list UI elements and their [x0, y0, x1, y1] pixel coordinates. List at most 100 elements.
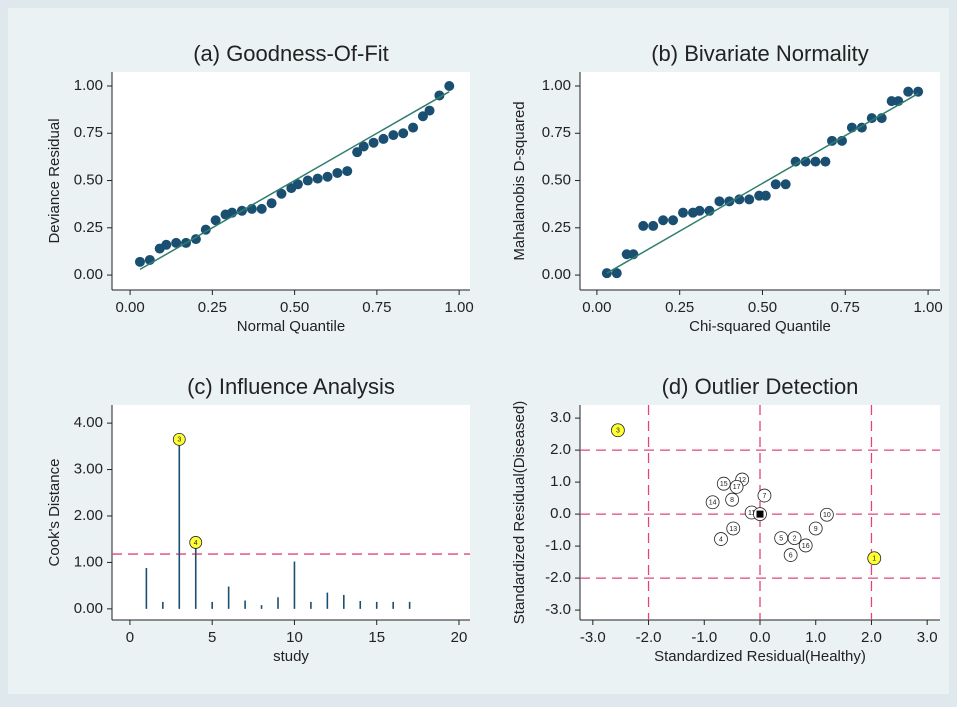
- x-tick-label: 20: [451, 629, 468, 646]
- point-label: 5: [779, 535, 783, 542]
- point: [171, 237, 182, 248]
- spike-label: 4: [194, 540, 198, 547]
- x-tick-label: 5: [208, 629, 216, 646]
- point: [668, 215, 679, 226]
- point: [611, 268, 622, 279]
- point: [378, 133, 389, 144]
- point-label: 3: [616, 428, 620, 435]
- point-label: 2: [793, 535, 797, 542]
- point-label: 7: [763, 493, 767, 500]
- x-tick-label: 0.00: [582, 299, 611, 316]
- x-tick-label: 0.25: [198, 299, 227, 316]
- point: [726, 521, 741, 536]
- y-tick-label: 0.00: [74, 600, 103, 617]
- point: [714, 196, 725, 207]
- chart-title: (c) Influence Analysis: [187, 374, 395, 399]
- point: [783, 548, 798, 562]
- point: [161, 239, 172, 250]
- y-tick-label: 1.00: [74, 77, 103, 94]
- x-tick-label: 1.00: [913, 299, 942, 316]
- point: [757, 488, 772, 503]
- y-axis-label: Mahalanobis D-squared: [511, 101, 528, 260]
- point: [342, 166, 353, 177]
- fit-line: [606, 92, 919, 274]
- y-tick-label: 0.25: [74, 219, 103, 236]
- point: [808, 521, 823, 536]
- x-tick-label: 0.25: [665, 299, 694, 316]
- x-axis-label: Chi-squared Quantile: [689, 318, 831, 335]
- point-label: 4: [719, 536, 723, 543]
- point-label: 14: [709, 500, 717, 507]
- point: [312, 173, 323, 184]
- y-tick-label: -3.0: [545, 601, 571, 618]
- point: [358, 141, 369, 152]
- x-tick-label: 0.50: [748, 299, 777, 316]
- point: [658, 215, 669, 226]
- x-tick-label: 2.0: [861, 629, 882, 646]
- chart-title: (b) Bivariate Normality: [651, 41, 869, 66]
- y-tick-label: 0.00: [74, 266, 103, 283]
- x-tick-label: 1.0: [805, 629, 826, 646]
- y-tick-label: 3.0: [550, 409, 571, 426]
- x-tick-label: 0.00: [115, 299, 144, 316]
- y-tick-label: 3.00: [74, 461, 103, 478]
- point-label: 11: [748, 510, 755, 517]
- point: [352, 147, 363, 158]
- point: [729, 480, 744, 494]
- point: [694, 205, 705, 216]
- point: [780, 179, 791, 190]
- plot-area: [112, 405, 470, 620]
- y-tick-label: 4.00: [74, 414, 103, 431]
- x-tick-label: 15: [368, 629, 385, 646]
- point: [322, 171, 333, 182]
- point-label: 1: [872, 556, 876, 563]
- y-tick-label: 0.50: [542, 171, 571, 188]
- point-label: 17: [733, 484, 741, 491]
- point: [867, 551, 882, 566]
- point-label: 13: [729, 526, 737, 533]
- x-tick-label: 0: [126, 629, 134, 646]
- point: [790, 156, 801, 167]
- x-tick-label: 1.00: [445, 299, 474, 316]
- point-label: 6: [789, 552, 793, 559]
- point: [408, 122, 419, 133]
- y-tick-label: 0.0: [550, 505, 571, 522]
- point: [134, 256, 145, 267]
- x-tick-label: 0.50: [280, 299, 309, 316]
- point: [398, 128, 409, 139]
- y-tick-label: 0.50: [74, 171, 103, 188]
- x-tick-label: 10: [286, 629, 303, 646]
- y-tick-label: 1.0: [550, 473, 571, 490]
- point: [705, 495, 720, 510]
- point: [648, 220, 659, 231]
- point: [827, 135, 838, 146]
- y-tick-label: 2.00: [74, 507, 103, 524]
- x-tick-label: 0.0: [750, 629, 771, 646]
- point-label: 8: [730, 497, 734, 504]
- y-tick-label: 2.0: [550, 441, 571, 458]
- point-label: 15: [720, 481, 728, 488]
- x-tick-label: 3.0: [917, 629, 938, 646]
- point: [725, 492, 740, 507]
- point: [810, 156, 821, 167]
- point: [417, 111, 428, 122]
- y-tick-label: 1.00: [74, 553, 103, 570]
- point: [266, 198, 277, 209]
- point: [744, 194, 755, 205]
- point: [714, 532, 728, 546]
- point: [770, 179, 781, 190]
- point: [820, 156, 831, 167]
- point-label: 9: [814, 526, 818, 533]
- x-tick-label: -3.0: [580, 629, 606, 646]
- y-tick-label: 0.75: [542, 124, 571, 141]
- point: [610, 423, 625, 438]
- point: [368, 137, 379, 148]
- x-tick-label: -2.0: [636, 629, 662, 646]
- y-tick-label: 0.75: [74, 124, 103, 141]
- point-label: 10: [823, 512, 831, 519]
- x-axis-label: study: [273, 648, 309, 665]
- point: [444, 80, 455, 91]
- point: [302, 175, 313, 186]
- point: [677, 207, 688, 218]
- point: [760, 190, 771, 201]
